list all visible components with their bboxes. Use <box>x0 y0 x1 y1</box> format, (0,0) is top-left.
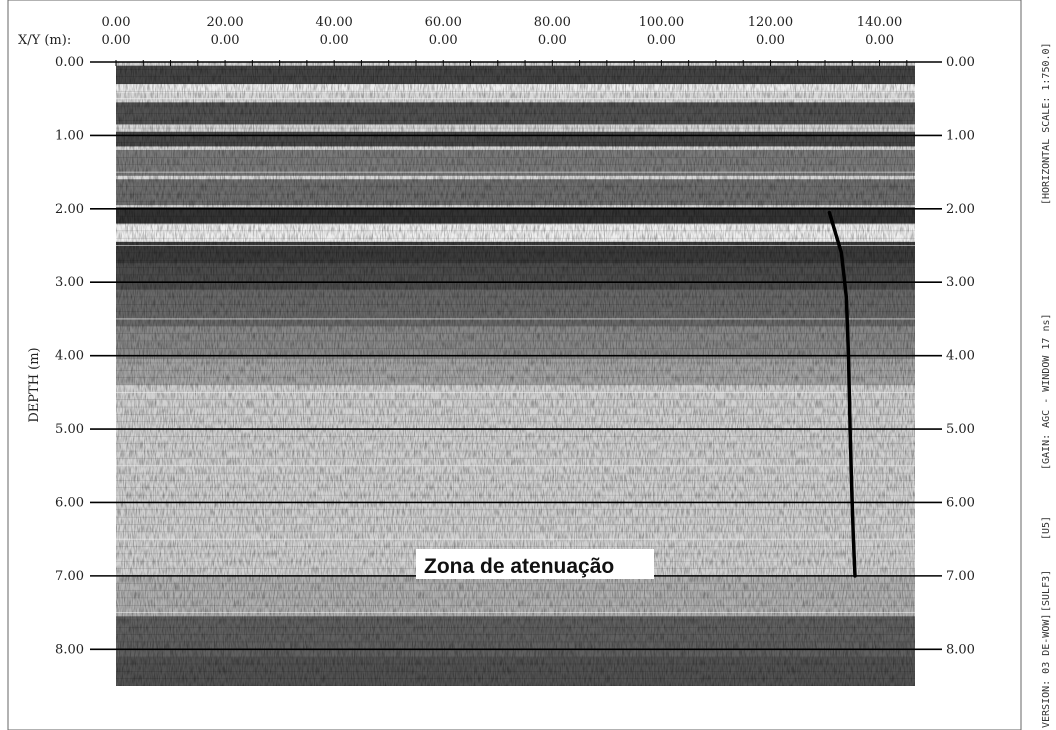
depth-tick-label-right: 7.00 <box>946 569 975 584</box>
depth-tick-label-right: 2.00 <box>946 202 975 217</box>
depth-tick-label-left: 7.00 <box>55 569 84 584</box>
x-tick-label: 120.00 <box>748 15 794 30</box>
radargram-plot <box>116 62 915 686</box>
depth-tick-label-right: 0.00 <box>946 55 975 70</box>
gain-label: [GAIN: AGC - WINDOW 17 ns] <box>1041 313 1052 470</box>
y-position-tick-label: 0.00 <box>429 33 458 48</box>
x-tick-label: 40.00 <box>316 15 353 30</box>
depth-tick-label-right: 4.00 <box>946 349 975 364</box>
x-tick-label: 140.00 <box>857 15 903 30</box>
y-position-tick-label: 0.00 <box>647 33 676 48</box>
depth-tick-label-right: 3.00 <box>946 275 975 290</box>
depth-tick-label-right: 6.00 <box>946 495 975 510</box>
depth-tick-label-right: 8.00 <box>946 642 975 657</box>
depth-axis-right: 0.00 1.00 2.00 3.00 4.00 5.00 6.00 7.00 8.00 <box>946 55 975 657</box>
x-tick-label: 80.00 <box>534 15 571 30</box>
figure-frame <box>7 0 1022 730</box>
y-axis-title: DEPTH (m) <box>27 347 42 422</box>
y-position-tick-label: 0.00 <box>211 33 240 48</box>
u5-label: [U5] <box>1041 516 1052 540</box>
depth-tick-label-left: 2.00 <box>55 202 84 217</box>
depth-tick-label-left: 1.00 <box>55 128 84 143</box>
annotation-box <box>416 549 654 579</box>
depth-tick-label-left: 3.00 <box>55 275 84 290</box>
x-axis-ticks: 0.00 0.00 20.00 0.00 40.00 0.00 60.00 0.00 80.00… <box>102 15 908 66</box>
horizontal-scale-label: [HORIZONTAL SCALE: 1:750.0] <box>1041 42 1052 205</box>
trace-hatching <box>116 62 915 686</box>
depth-tick-label-left: 4.00 <box>55 349 84 364</box>
y-position-tick-label: 0.00 <box>538 33 567 48</box>
x-header-label: X/Y (m): <box>18 33 71 48</box>
depth-tick-label-left: 8.00 <box>55 642 84 657</box>
depth-tick-label-right: 1.00 <box>946 128 975 143</box>
y-position-tick-label: 0.00 <box>320 33 349 48</box>
x-tick-label: 20.00 <box>206 15 243 30</box>
version-label: VERSION: 03 DE-WOW] <box>1041 614 1052 728</box>
x-tick-label: 100.00 <box>639 15 685 30</box>
fine-trace-lines <box>116 69 915 686</box>
x-tick-label: 60.00 <box>425 15 462 30</box>
depth-tick-label-left: 0.00 <box>55 55 84 70</box>
interpreted-boundary-line <box>827 210 857 578</box>
depth-axis-left: 0.00 1.00 2.00 3.00 4.00 5.00 6.00 7.00 8.00 <box>55 55 84 657</box>
sulf3-label: [SULF3] <box>1041 570 1052 612</box>
y-position-tick-label: 0.00 <box>865 33 894 48</box>
annotation-text: Zona de atenuação <box>424 555 614 578</box>
depth-tick-label-left: 6.00 <box>55 495 84 510</box>
x-tick-label: 0.00 <box>102 15 131 30</box>
depth-tick-label-left: 5.00 <box>55 422 84 437</box>
y-position-tick-label: 0.00 <box>102 33 131 48</box>
y-position-tick-label: 0.00 <box>756 33 785 48</box>
depth-tick-label-right: 5.00 <box>946 422 975 437</box>
